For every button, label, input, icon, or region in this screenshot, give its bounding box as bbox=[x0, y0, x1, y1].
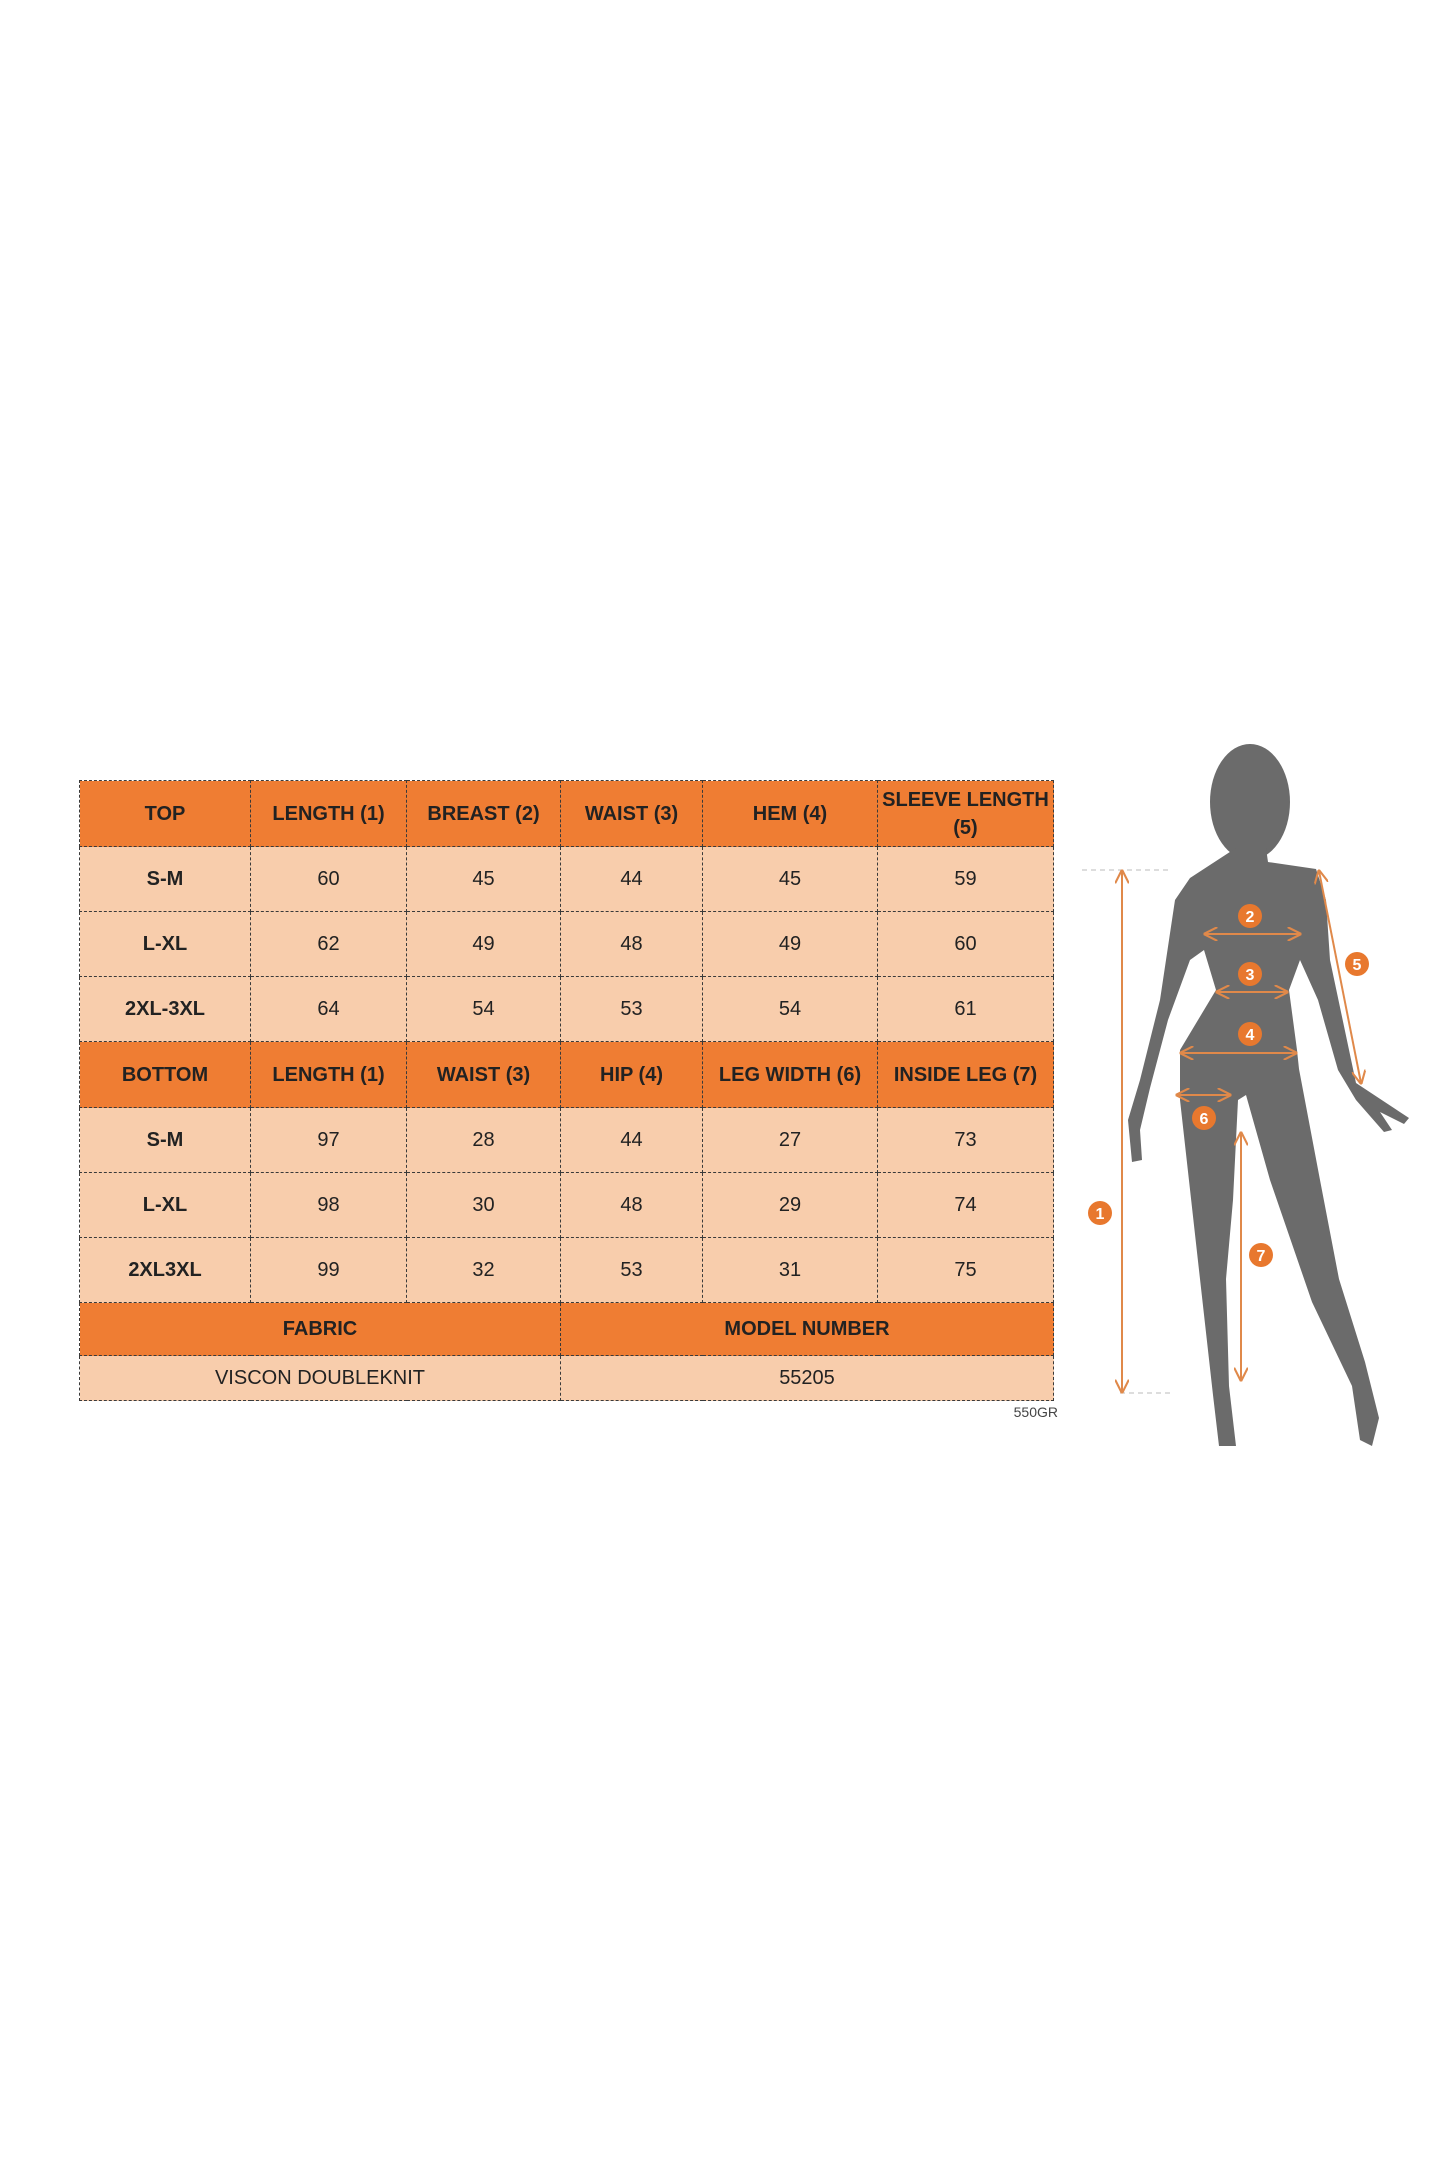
svg-text:2: 2 bbox=[1246, 909, 1255, 926]
silhouette bbox=[1128, 744, 1409, 1446]
model-number-label: MODEL NUMBER bbox=[560, 1302, 1054, 1356]
marker-2: 2 bbox=[1238, 904, 1262, 928]
measurement-cell: 60 bbox=[250, 846, 407, 912]
fabric-header-row: FABRIC MODEL NUMBER bbox=[79, 1302, 1054, 1356]
measurement-cell: 31 bbox=[702, 1237, 878, 1303]
table-row: S-M 97 28 44 27 73 bbox=[79, 1107, 1054, 1173]
measurement-cell: 48 bbox=[560, 1172, 703, 1238]
bottom-header-row: BOTTOM LENGTH (1) WAIST (3) HIP (4) LEG WIDT… bbox=[79, 1041, 1054, 1108]
column-header: WAIST (3) bbox=[560, 780, 703, 847]
measurement-cell: 60 bbox=[877, 911, 1054, 977]
svg-text:7: 7 bbox=[1257, 1248, 1266, 1265]
measurement-cell: 45 bbox=[406, 846, 561, 912]
marker-5: 5 bbox=[1345, 952, 1369, 976]
measurement-cell: 75 bbox=[877, 1237, 1054, 1303]
column-header: LENGTH (1) bbox=[250, 1041, 407, 1108]
measurement-cell: 98 bbox=[250, 1172, 407, 1238]
measurement-cell: 64 bbox=[250, 976, 407, 1042]
marker-7: 7 bbox=[1249, 1243, 1273, 1267]
column-header: TOP bbox=[79, 780, 251, 847]
measurement-cell: 62 bbox=[250, 911, 407, 977]
marker-4: 4 bbox=[1238, 1022, 1262, 1046]
size-label: L-XL bbox=[79, 911, 251, 977]
measurement-cell: 97 bbox=[250, 1107, 407, 1173]
measurement-cell: 53 bbox=[560, 1237, 703, 1303]
product-code: 550GR bbox=[1013, 1404, 1058, 1420]
measurement-cell: 28 bbox=[406, 1107, 561, 1173]
svg-text:4: 4 bbox=[1246, 1027, 1255, 1044]
column-header: SLEEVE LENGTH (5) bbox=[877, 780, 1054, 847]
size-chart-table: TOP LENGTH (1) BREAST (2) WAIST (3) HEM (4) S… bbox=[79, 780, 1054, 1401]
measurement-cell: 99 bbox=[250, 1237, 407, 1303]
fabric-value-row: VISCON DOUBLEKNIT 55205 bbox=[79, 1355, 1054, 1401]
measurement-cell: 74 bbox=[877, 1172, 1054, 1238]
marker-6: 6 bbox=[1192, 1106, 1216, 1130]
measurement-cell: 54 bbox=[406, 976, 561, 1042]
table-row: L-XL 62 49 48 49 60 bbox=[79, 911, 1054, 977]
measurement-cell: 49 bbox=[702, 911, 878, 977]
svg-text:5: 5 bbox=[1353, 957, 1362, 974]
size-label: S-M bbox=[79, 846, 251, 912]
table-row: S-M 60 45 44 45 59 bbox=[79, 846, 1054, 912]
size-label: S-M bbox=[79, 1107, 251, 1173]
measurement-cell: 48 bbox=[560, 911, 703, 977]
fabric-label: FABRIC bbox=[79, 1302, 561, 1356]
measurement-guides bbox=[1082, 869, 1172, 1394]
measurement-arrows bbox=[1122, 871, 1361, 1392]
measurement-cell: 61 bbox=[877, 976, 1054, 1042]
measurement-cell: 32 bbox=[406, 1237, 561, 1303]
svg-text:3: 3 bbox=[1246, 967, 1255, 984]
measurement-cell: 54 bbox=[702, 976, 878, 1042]
arrow-sleeve-5 bbox=[1319, 871, 1361, 1083]
svg-text:6: 6 bbox=[1200, 1111, 1209, 1128]
measurement-cell: 73 bbox=[877, 1107, 1054, 1173]
svg-text:1: 1 bbox=[1096, 1206, 1105, 1223]
measurement-markers: 1 2 3 4 5 6 7 bbox=[1088, 904, 1369, 1267]
top-header-row: TOP LENGTH (1) BREAST (2) WAIST (3) HEM (4) S… bbox=[79, 780, 1054, 847]
column-header: BOTTOM bbox=[79, 1041, 251, 1108]
marker-1: 1 bbox=[1088, 1201, 1112, 1225]
table-row: 2XL3XL 99 32 53 31 75 bbox=[79, 1237, 1054, 1303]
column-header: LEG WIDTH (6) bbox=[702, 1041, 878, 1108]
size-label: 2XL-3XL bbox=[79, 976, 251, 1042]
column-header: HIP (4) bbox=[560, 1041, 703, 1108]
table-row: 2XL-3XL 64 54 53 54 61 bbox=[79, 976, 1054, 1042]
measurement-cell: 44 bbox=[560, 1107, 703, 1173]
measurement-cell: 45 bbox=[702, 846, 878, 912]
marker-3: 3 bbox=[1238, 962, 1262, 986]
measurement-cell: 30 bbox=[406, 1172, 561, 1238]
column-header: WAIST (3) bbox=[406, 1041, 561, 1108]
measurement-cell: 59 bbox=[877, 846, 1054, 912]
model-number-value: 55205 bbox=[560, 1355, 1054, 1401]
measurement-cell: 53 bbox=[560, 976, 703, 1042]
measurement-cell: 44 bbox=[560, 846, 703, 912]
size-label: L-XL bbox=[79, 1172, 251, 1238]
column-header: INSIDE LEG (7) bbox=[877, 1041, 1054, 1108]
fabric-value: VISCON DOUBLEKNIT bbox=[79, 1355, 561, 1401]
column-header: HEM (4) bbox=[702, 780, 878, 847]
